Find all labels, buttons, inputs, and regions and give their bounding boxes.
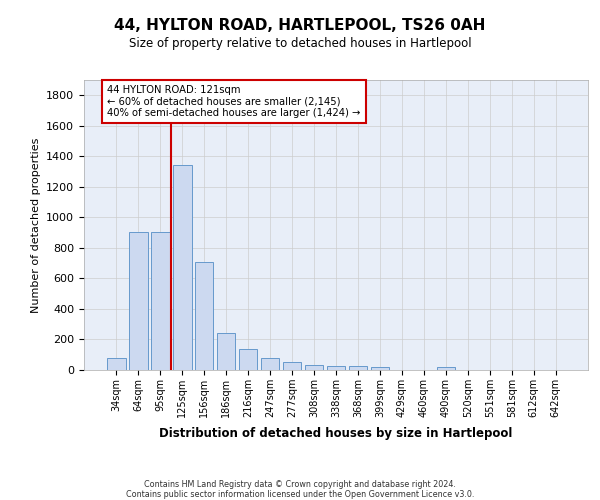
Bar xyxy=(239,348,257,370)
Bar xyxy=(151,232,170,370)
Y-axis label: Number of detached properties: Number of detached properties xyxy=(31,138,41,312)
Text: 44 HYLTON ROAD: 121sqm
← 60% of detached houses are smaller (2,145)
40% of semi-: 44 HYLTON ROAD: 121sqm ← 60% of detached… xyxy=(107,84,361,118)
Bar xyxy=(371,367,389,370)
Text: 44, HYLTON ROAD, HARTLEPOOL, TS26 0AH: 44, HYLTON ROAD, HARTLEPOOL, TS26 0AH xyxy=(115,18,485,32)
Bar xyxy=(107,358,125,370)
Bar xyxy=(217,332,235,370)
Bar xyxy=(195,262,214,370)
Text: Contains HM Land Registry data © Crown copyright and database right 2024.
Contai: Contains HM Land Registry data © Crown c… xyxy=(126,480,474,500)
Bar xyxy=(349,366,367,370)
Bar xyxy=(261,358,280,370)
Bar xyxy=(173,166,191,370)
Bar xyxy=(326,366,346,370)
Text: Distribution of detached houses by size in Hartlepool: Distribution of detached houses by size … xyxy=(160,428,512,440)
Text: Size of property relative to detached houses in Hartlepool: Size of property relative to detached ho… xyxy=(128,38,472,51)
Bar xyxy=(129,232,148,370)
Bar xyxy=(283,362,301,370)
Bar xyxy=(437,367,455,370)
Bar xyxy=(305,366,323,370)
